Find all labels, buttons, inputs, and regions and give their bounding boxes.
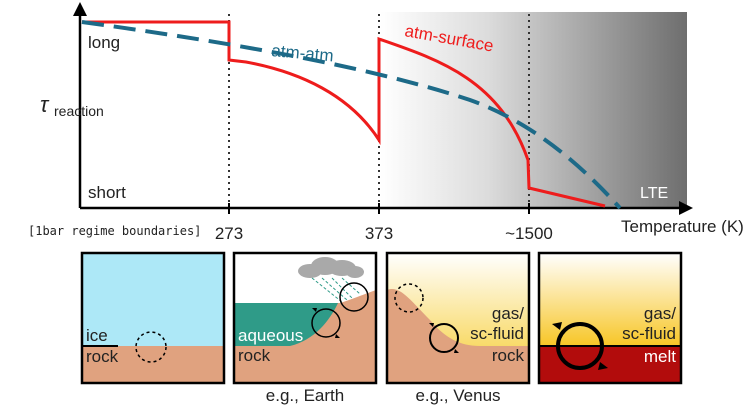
rock-slope <box>387 289 529 383</box>
panel3-bottom-label: rock <box>492 346 525 365</box>
x-axis-label: Temperature (K) <box>621 217 744 236</box>
panel3-top-label: gas/ <box>492 304 524 323</box>
cycle-circle-dashed <box>394 283 424 313</box>
lte-label: LTE <box>640 185 668 202</box>
regime-chart: τ reaction long short atm-atm atm-surfac… <box>28 2 744 243</box>
panel4-top-label-2: sc-fluid <box>622 324 676 343</box>
temperature-shading <box>380 12 687 208</box>
aqueous-cycle-icon <box>311 308 341 338</box>
panel4-top-label: gas/ <box>644 304 676 323</box>
panel3-caption: e.g., Venus <box>415 386 500 405</box>
panel-venus: gas/ sc-fluid rock e.g., Venus <box>385 251 531 405</box>
y-short-label: short <box>88 183 126 202</box>
panel-earth: aqueous rock e.g., Earth <box>232 251 378 405</box>
tick-label-273: 273 <box>215 224 243 243</box>
panel1-top-label: ice <box>86 326 108 345</box>
cycle-arrow-icon <box>552 322 562 330</box>
x-axis-arrowhead <box>679 201 693 215</box>
panel-ice: ice rock <box>80 251 226 385</box>
tick-label-373: 373 <box>365 224 393 243</box>
panel4-bottom-label: melt <box>644 347 676 366</box>
panel3-frame <box>385 251 531 385</box>
cycle-arrow-icon <box>429 323 434 327</box>
panel1-bottom-label: rock <box>86 347 119 366</box>
y-axis-arrowhead <box>73 2 87 16</box>
sky <box>82 253 224 346</box>
cycle-circle-dashed <box>135 331 167 363</box>
panel2-top-label: aqueous <box>238 326 303 345</box>
panel2-caption: e.g., Earth <box>266 386 344 405</box>
panel1-frame <box>80 251 226 385</box>
melt-layer <box>539 346 681 383</box>
cycle-arrow-icon <box>598 362 608 370</box>
panel4-frame <box>537 251 683 385</box>
cycle-arrow-icon <box>335 334 340 338</box>
rain-lines <box>311 277 361 303</box>
boundaries-note: [1bar regime boundaries] <box>28 224 201 238</box>
deep-cycle-icon <box>556 322 604 370</box>
atm-atm-label: atm-atm <box>271 41 335 65</box>
panel2-bottom-label: rock <box>238 346 271 365</box>
ocean <box>234 303 338 346</box>
rock-layer <box>82 346 224 383</box>
panel-melt: gas/ sc-fluid melt <box>537 251 683 385</box>
cycle-arrow-icon <box>312 308 317 312</box>
atm-atm-curve <box>81 20 622 210</box>
tick-label-1500: ~1500 <box>505 224 553 243</box>
panel3-top-label-2: sc-fluid <box>470 324 524 343</box>
cycle-arrow-icon <box>454 349 459 353</box>
surface-cycle-icon <box>429 323 459 353</box>
atm-surface-cycle-icon <box>339 282 369 312</box>
cloud-icon <box>298 257 364 278</box>
y-axis-tau: τ <box>40 92 50 117</box>
y-axis-subscript: reaction <box>54 103 104 119</box>
y-long-label: long <box>88 33 120 52</box>
panel2-frame <box>232 251 378 385</box>
